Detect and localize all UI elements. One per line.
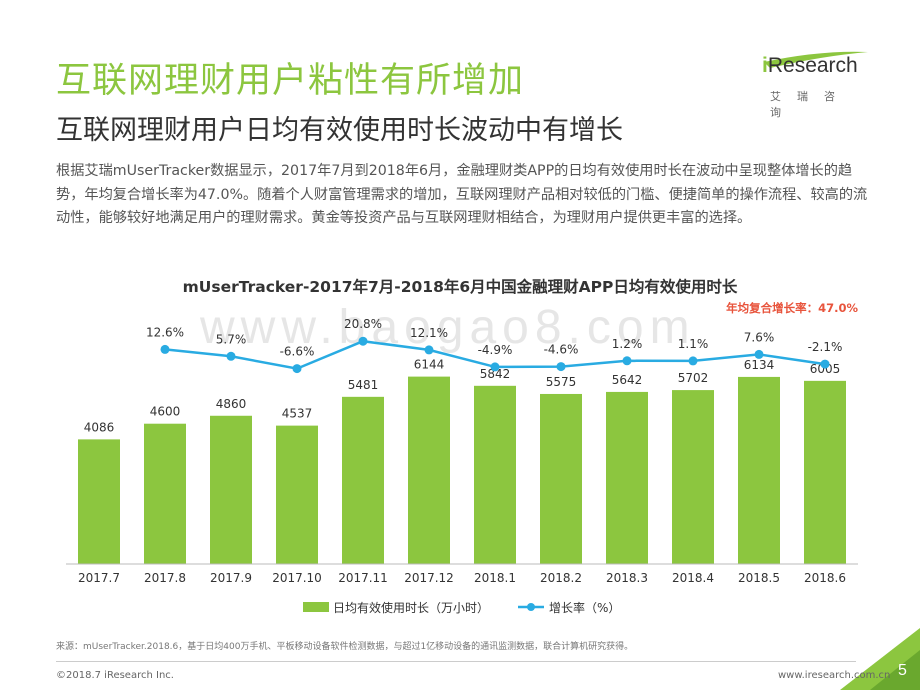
bar-2018.4 <box>672 390 714 564</box>
bar-value-label: 5842 <box>480 367 511 381</box>
bar-value-label: 5702 <box>678 371 709 385</box>
x-tick-label: 2017.11 <box>338 571 388 585</box>
bar-2018.2 <box>540 393 582 564</box>
growth-point-2018.4 <box>688 356 698 366</box>
x-tick-label: 2018.3 <box>606 571 648 585</box>
bar-2017.12 <box>408 376 450 564</box>
x-tick-label: 2017.12 <box>404 571 454 585</box>
chart: mUserTracker-2017年7月-2018年6月中国金融理财APP日均有… <box>66 277 858 615</box>
chart-title: mUserTracker-2017年7月-2018年6月中国金融理财APP日均有… <box>183 277 738 296</box>
growth-point-2017.11 <box>358 336 368 346</box>
bar-value-label: 4086 <box>84 420 115 434</box>
copyright: ©2018.7 iResearch Inc. <box>56 670 174 681</box>
logo-swoosh-icon <box>764 51 868 68</box>
growth-value-label: 1.2% <box>612 337 643 351</box>
growth-value-label: -2.1% <box>808 340 843 354</box>
x-tick-label: 2018.1 <box>474 571 516 585</box>
x-tick-label: 2018.5 <box>738 571 780 585</box>
iresearch-logo: iResearch 艾瑞咨询 <box>760 48 870 119</box>
growth-value-label: -6.6% <box>280 345 315 359</box>
footer-divider <box>56 661 856 662</box>
growth-value-label: 20.8% <box>344 317 382 331</box>
growth-point-2017.9 <box>226 351 236 361</box>
x-tick-label: 2018.2 <box>540 571 582 585</box>
source-note: 来源：mUserTracker.2018.6，基于日均400万手机、平板移动设备… <box>56 642 634 652</box>
bar-value-label: 5642 <box>612 373 643 387</box>
bar-value-label: 4600 <box>150 405 181 419</box>
growth-point-2018.1 <box>490 362 500 372</box>
bar-2017.7 <box>78 439 120 564</box>
bar-value-label: 5575 <box>546 375 577 389</box>
growth-point-2018.5 <box>754 349 764 359</box>
bar-2017.8 <box>144 423 186 564</box>
growth-point-2018.3 <box>622 356 632 366</box>
legend-bar-label: 日均有效使用时长（万小时） <box>333 600 489 615</box>
x-tick-label: 2018.6 <box>804 571 846 585</box>
x-tick-label: 2017.10 <box>272 571 322 585</box>
bar-value-label: 6005 <box>810 362 841 376</box>
logo-text: iResearch <box>762 54 858 77</box>
growth-point-2017.8 <box>160 344 170 354</box>
page-subtitle: 互联网理财用户日均有效使用时长波动中有增长 <box>56 115 623 146</box>
page-number: 5 <box>898 662 907 679</box>
growth-value-label: -4.6% <box>544 343 579 357</box>
growth-value-label: 12.6% <box>146 325 184 339</box>
legend-line-label: 增长率（%） <box>549 600 620 615</box>
bar-2018.6 <box>804 380 846 564</box>
page-title: 互联网理财用户粘性有所增加 <box>56 61 525 101</box>
legend: 日均有效使用时长（万小时） 增长率（%） <box>303 600 620 615</box>
bar-value-label: 6144 <box>414 358 445 372</box>
bar-value-label: 6134 <box>744 358 775 372</box>
growth-value-label: -4.9% <box>478 343 513 357</box>
bar-2017.11 <box>342 396 384 564</box>
watermark: www.baogao8.com <box>200 301 696 354</box>
legend-line-marker <box>527 603 535 611</box>
logo-subtext: 艾瑞咨询 <box>770 90 851 119</box>
growth-value-label: 12.1% <box>410 326 448 340</box>
bar-2018.3 <box>606 391 648 564</box>
bar-2017.9 <box>210 415 252 564</box>
growth-value-label: 5.7% <box>216 332 247 346</box>
bar-2017.10 <box>276 425 318 564</box>
growth-point-2017.12 <box>424 345 434 355</box>
x-tick-label: 2017.7 <box>78 571 120 585</box>
bar-value-label: 4860 <box>216 397 247 411</box>
legend-bar-swatch <box>303 602 329 612</box>
bar-2018.1 <box>474 385 516 564</box>
growth-point-2017.10 <box>292 364 302 374</box>
bar-value-label: 4537 <box>282 407 313 421</box>
cagr-annotation: 年均复合增长率：47.0% <box>726 301 858 315</box>
growth-point-2018.2 <box>556 362 566 372</box>
growth-value-label: 1.1% <box>678 337 709 351</box>
growth-point-2018.6 <box>820 359 830 369</box>
website-link[interactable]: www.iresearch.com.cn <box>778 670 891 681</box>
x-tick-label: 2017.9 <box>210 571 252 585</box>
x-tick-label: 2018.4 <box>672 571 714 585</box>
bar-value-label: 5481 <box>348 378 379 392</box>
bar-2018.5 <box>738 376 780 564</box>
description-paragraph: 根据艾瑞mUserTracker数据显示，2017年7月到2018年6月，金融理… <box>56 163 868 226</box>
x-tick-label: 2017.8 <box>144 571 186 585</box>
growth-value-label: 7.6% <box>744 330 775 344</box>
